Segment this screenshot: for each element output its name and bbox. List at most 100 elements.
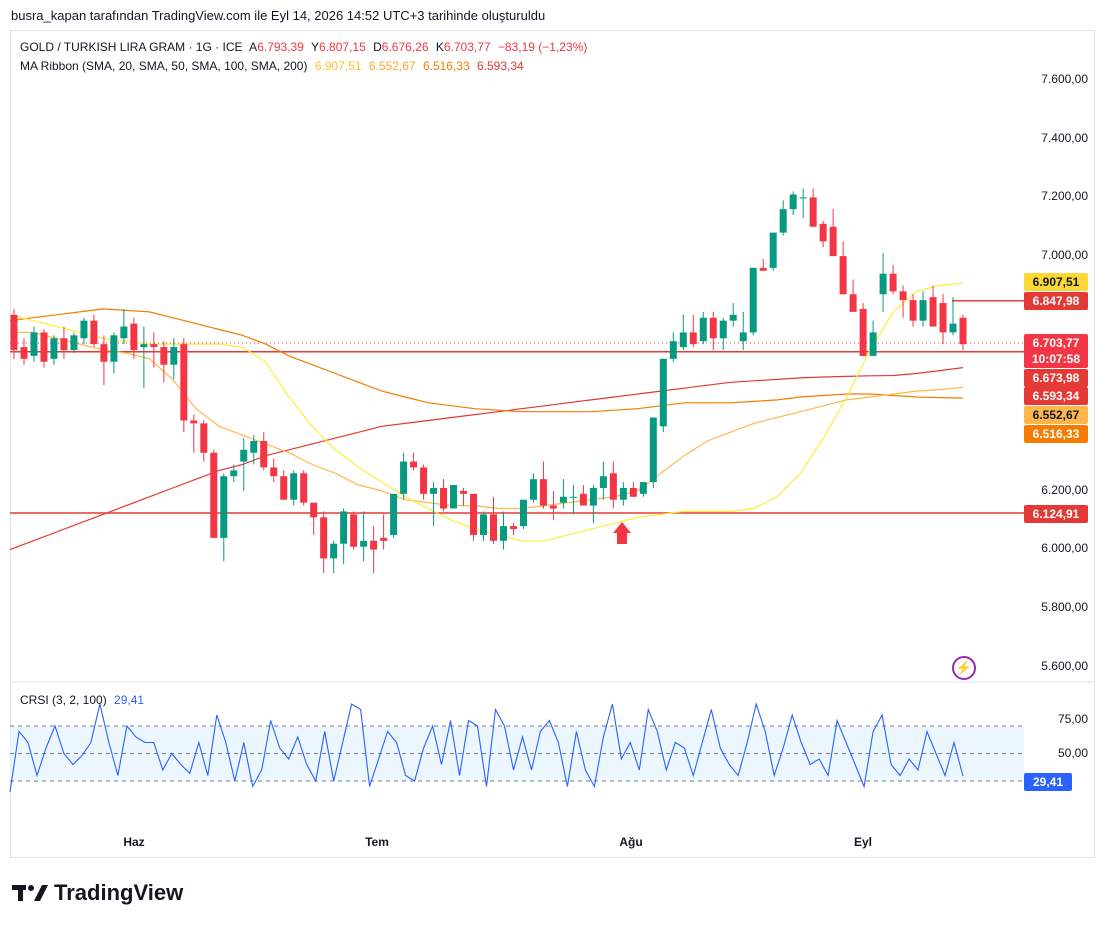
ma50-price-tag: 6.552,67	[1024, 406, 1088, 424]
ma-ribbon-title[interactable]: MA Ribbon (SMA, 20, SMA, 50, SMA, 100, S…	[20, 59, 308, 73]
x-label: Haz	[123, 835, 145, 849]
candle-body	[370, 540, 378, 550]
crsi-legend: CRSI (3, 2, 100) 29,41	[20, 693, 144, 707]
price-tick: 6.200,00	[1041, 483, 1088, 497]
candle-body	[559, 496, 567, 503]
candle-body	[789, 194, 797, 210]
price-tick: 7.000,00	[1041, 248, 1088, 262]
tradingview-logo[interactable]: TradingView	[12, 880, 183, 906]
candle-body	[569, 496, 577, 498]
candle-body	[509, 526, 517, 530]
candle-body	[240, 449, 248, 462]
low-value: 6.676,26	[381, 40, 429, 54]
price-tick: 7.600,00	[1041, 72, 1088, 86]
candle-body	[779, 209, 787, 233]
crsi-line	[9, 701, 964, 793]
candle-body	[699, 317, 707, 342]
candle-body	[30, 332, 38, 356]
last-price-tag: 6.703,77	[1024, 334, 1088, 352]
candle-body	[150, 344, 158, 348]
candle-body	[140, 344, 148, 348]
candle-body	[420, 467, 428, 494]
symbol-title[interactable]: GOLD / TURKISH LIRA GRAM · 1G · ICE	[20, 40, 243, 54]
hline-price-tag: 6.847,98	[1024, 292, 1088, 310]
crsi-value: 29,41	[114, 693, 145, 707]
candle-body	[859, 308, 867, 356]
candle-body	[919, 300, 927, 321]
candle-body	[639, 482, 647, 494]
brand-name: TradingView	[54, 880, 184, 905]
candle-body	[450, 485, 458, 509]
candle-body	[649, 417, 657, 483]
candle-body	[739, 332, 747, 342]
candle-body	[939, 303, 947, 333]
candle-body	[380, 537, 388, 541]
candle-body	[689, 332, 697, 345]
candle-body	[849, 294, 857, 312]
candle-body	[10, 314, 18, 351]
candle-body	[50, 338, 58, 359]
chart-frame	[10, 30, 1095, 858]
open-label: A	[249, 40, 258, 54]
candle-body	[80, 320, 88, 339]
lightning-icon[interactable]: ⚡	[952, 656, 976, 680]
low-label: D	[373, 40, 382, 54]
ma20-price-tag: 6.907,51	[1024, 273, 1088, 291]
candle-body	[549, 505, 557, 509]
high-label: Y	[311, 40, 320, 54]
candle-body	[799, 197, 807, 199]
x-label: Ağu	[619, 835, 643, 849]
ma200-line	[9, 367, 964, 551]
candle-body	[170, 347, 178, 365]
candle-body	[619, 487, 627, 500]
candle-body	[709, 317, 717, 339]
candle-body	[869, 332, 877, 356]
candle-body	[839, 256, 847, 295]
price-tick: 7.200,00	[1041, 189, 1088, 203]
candle-body	[889, 273, 897, 292]
candle-body	[470, 493, 478, 535]
crsi-value-tag: 29,41	[1024, 773, 1072, 791]
candle-body	[669, 341, 677, 359]
candle-body	[100, 344, 108, 362]
price-tick: 6.000,00	[1041, 541, 1088, 555]
candle-body	[629, 487, 637, 497]
candle-body	[20, 347, 28, 359]
candle-body	[300, 473, 308, 503]
candle-body	[529, 479, 537, 500]
candle-body	[539, 479, 547, 506]
candle-body	[250, 441, 258, 453]
candle-body	[40, 332, 48, 362]
candle-body	[599, 476, 607, 488]
candle-body	[879, 273, 887, 295]
candle-body	[360, 540, 368, 547]
candle-body	[460, 490, 468, 494]
candle-body	[390, 493, 398, 535]
symbol-legend: GOLD / TURKISH LIRA GRAM · 1G · ICE A6.7…	[20, 40, 591, 54]
candle-body	[220, 476, 228, 538]
high-value: 6.807,15	[319, 40, 366, 54]
ma20-line	[9, 282, 964, 542]
candle-body	[679, 332, 687, 348]
candle-body	[589, 487, 597, 506]
candle-body	[290, 473, 298, 500]
price-tick: 5.600,00	[1041, 659, 1088, 673]
crsi-title[interactable]: CRSI (3, 2, 100)	[20, 693, 107, 707]
candle-body	[330, 543, 338, 559]
candle-body	[260, 441, 268, 468]
candle-body	[410, 461, 418, 468]
candle-body	[110, 335, 118, 362]
candle-body	[909, 300, 917, 321]
candle-body	[489, 514, 497, 541]
candle-body	[180, 344, 188, 421]
candle-body	[340, 511, 348, 544]
candle-body	[519, 499, 527, 527]
candle-body	[120, 326, 128, 339]
countdown-tag: 10:07:58	[1024, 350, 1088, 368]
candle-body	[440, 487, 448, 509]
candle-body	[949, 323, 957, 333]
candle-body	[609, 473, 617, 500]
change-value: −83,19 (−1,23%)	[497, 40, 588, 54]
candle-body	[959, 317, 967, 345]
